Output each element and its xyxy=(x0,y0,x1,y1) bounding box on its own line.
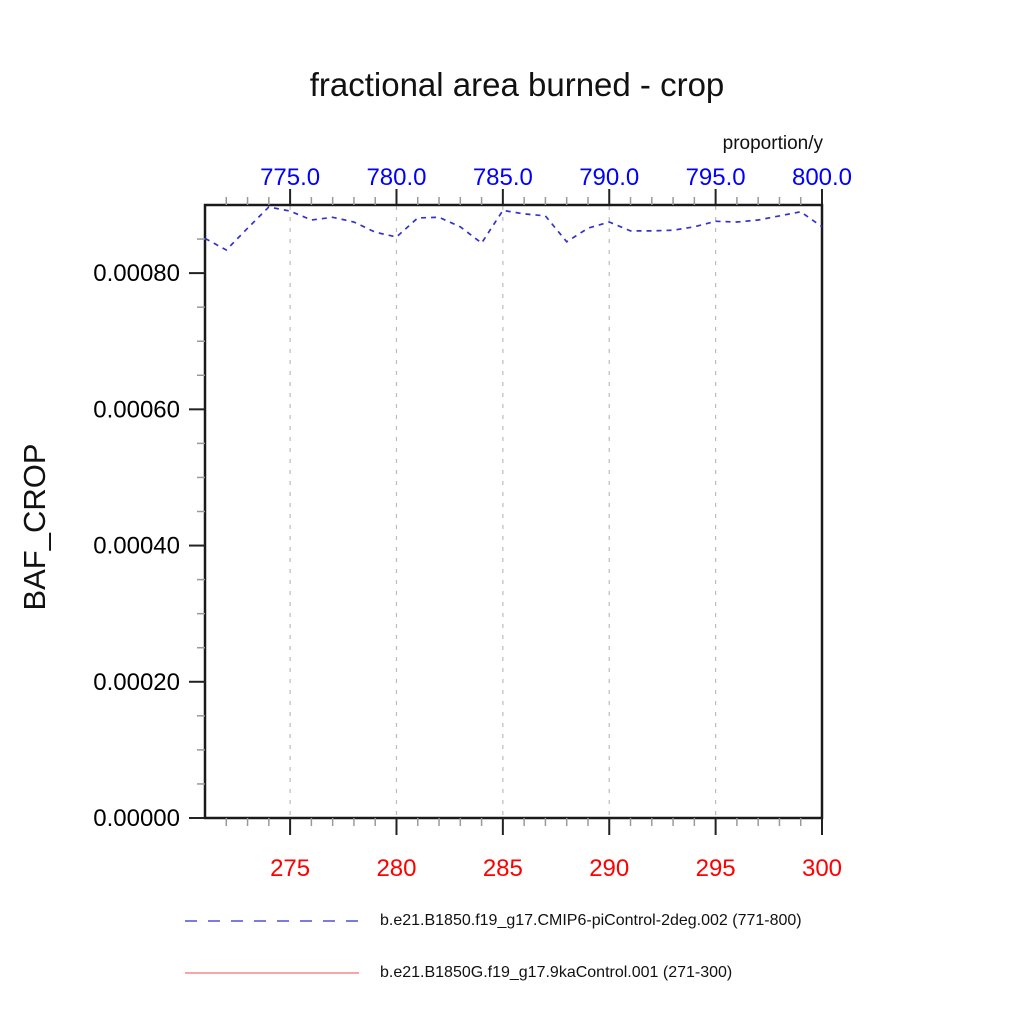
top-tick-label: 800.0 xyxy=(792,164,852,191)
legend-line-sample-solid xyxy=(185,972,359,974)
bottom-tick-label: 285 xyxy=(483,855,523,882)
y-tick-label: 0.00000 xyxy=(93,805,180,832)
chart-title: fractional area burned - crop xyxy=(309,66,725,103)
top-axis-unit-label: proportion/y xyxy=(722,133,823,154)
top-tick-label: 790.0 xyxy=(579,164,639,191)
bottom-tick-label: 275 xyxy=(270,855,310,882)
legend-label-9kacontrol: b.e21.B1850G.f19_g17.9kaControl.001 (271… xyxy=(380,964,733,981)
top-tick-label: 775.0 xyxy=(260,164,320,191)
y-tick-label: 0.00040 xyxy=(93,533,180,560)
top-tick-label: 795.0 xyxy=(686,164,746,191)
y-tick-label: 0.00060 xyxy=(93,396,180,423)
bottom-tick-label: 295 xyxy=(696,855,736,882)
bottom-tick-label: 280 xyxy=(376,855,416,882)
y-tick-label: 0.00080 xyxy=(93,260,180,287)
top-tick-label: 785.0 xyxy=(473,164,533,191)
legend-label-picontrol: b.e21.B1850.f19_g17.CMIP6-piControl-2deg… xyxy=(380,912,802,929)
legend-line-sample-dashed xyxy=(185,920,359,922)
series-line-0 xyxy=(204,206,823,252)
bottom-tick-label: 300 xyxy=(802,855,842,882)
bottom-tick-label: 290 xyxy=(589,855,629,882)
y-tick-label: 0.00020 xyxy=(93,669,180,696)
plot-border xyxy=(203,203,824,820)
top-tick-label: 780.0 xyxy=(366,164,426,191)
